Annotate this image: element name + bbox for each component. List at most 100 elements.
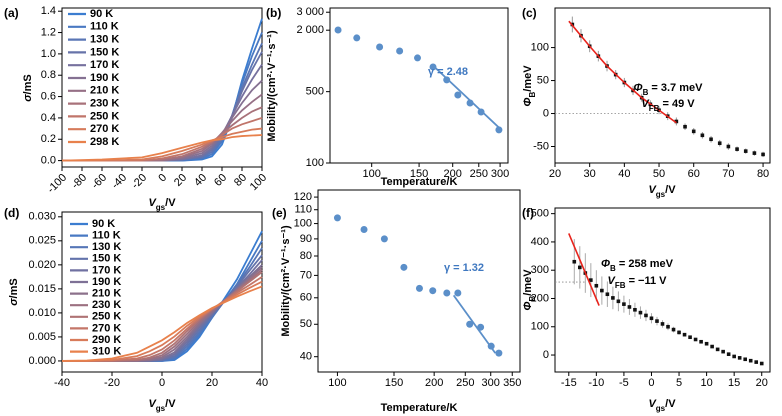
panel-label: (f) [522, 206, 534, 220]
data-point [400, 263, 408, 271]
y-axis-label-rest: /meV [522, 269, 534, 296]
annotation-subscript: FB [649, 104, 660, 113]
x-tick-label: 10 [700, 377, 712, 389]
data-point [743, 149, 748, 153]
legend-label: 190 K [90, 72, 119, 84]
x-tick-label: 0 [648, 377, 654, 389]
y-tick-label: 110 [294, 204, 312, 216]
data-point [709, 137, 713, 142]
data-point [495, 126, 503, 134]
fit-line [432, 64, 501, 130]
data-point [666, 324, 670, 329]
x-axis-label-symbol: V [148, 197, 157, 209]
y-tick-label: -50 [533, 140, 549, 152]
data-point [717, 141, 722, 146]
data-point [454, 91, 462, 99]
data-point [415, 284, 423, 292]
x-tick-label: 5 [676, 377, 682, 389]
data-point [732, 354, 736, 359]
data-point [622, 302, 626, 306]
data-point [699, 339, 703, 344]
data-point [735, 147, 739, 151]
legend-label: 150 K [90, 46, 119, 58]
x-tick-label: 15 [728, 377, 740, 389]
x-tick-label: -40 [54, 377, 70, 389]
y-tick-label: 1.4 [41, 5, 56, 17]
annotation: ΦB = 258 meV [601, 258, 674, 273]
x-tick-label: 80 [232, 172, 249, 189]
data-point [748, 358, 753, 363]
series-line [62, 280, 263, 362]
annotation-symbol: V [641, 98, 650, 110]
y-tick-label: 0 [543, 349, 549, 361]
x-tick-label: 150 [385, 377, 403, 389]
x-tick-label: 70 [722, 168, 734, 180]
data-point [594, 283, 599, 288]
legend-label: 170 K [92, 264, 121, 276]
panel-label: (b) [266, 6, 281, 20]
data-point [495, 349, 503, 357]
plot-frame [554, 207, 771, 373]
x-tick-label: 60 [688, 168, 700, 180]
x-tick-label: -20 [104, 377, 120, 389]
y-tick-label: 40 [300, 351, 312, 363]
data-point [691, 129, 696, 134]
data-point [761, 152, 765, 157]
data-point [429, 287, 437, 295]
data-point [353, 34, 361, 42]
x-tick-label: -10 [588, 377, 604, 389]
data-point [638, 310, 643, 315]
x-axis-label: Vgs/V [148, 197, 176, 212]
data-point [600, 288, 604, 293]
annotation-subscript: FB [615, 281, 626, 290]
y-axis-label: ΦB/meV [522, 269, 537, 311]
data-point [752, 151, 757, 155]
legend-label: 130 K [92, 241, 121, 253]
annotation-subscript: B [610, 264, 616, 273]
x-axis-label-symbol: V [648, 398, 657, 410]
data-point [754, 360, 759, 364]
y-tick-label: 50 [537, 74, 549, 86]
annotation-rest: = 258 meV [616, 258, 674, 270]
x-tick-label: -5 [619, 377, 629, 389]
x-tick-label: 0 [159, 377, 165, 389]
y-tick-label: 3 000 [296, 6, 324, 18]
legend-label: 110 K [90, 21, 119, 33]
plot-frame [317, 189, 521, 373]
y-tick-label: 0.025 [28, 235, 56, 247]
y-tick-label: 500 [531, 208, 549, 220]
data-point [660, 322, 665, 326]
x-axis-label-rest: /V [665, 184, 676, 196]
data-point [333, 214, 341, 222]
annotation-symbol: V [608, 275, 617, 287]
y-axis-label-rest: /mS [22, 74, 34, 94]
data-point [396, 47, 404, 55]
legend-label: 210 K [90, 85, 119, 97]
annotation: VFB = 49 V [641, 98, 695, 113]
legend-label: 90 K [92, 218, 115, 230]
x-tick-label: 40 [256, 377, 268, 389]
y-tick-label: 0.020 [28, 259, 56, 271]
y-axis-label-symbol: Φ [522, 302, 534, 311]
x-axis-label: Temperature/K [381, 402, 458, 414]
y-tick-label: 0.4 [41, 112, 56, 124]
data-point [759, 361, 764, 366]
y-tick-label: 120 [294, 191, 312, 203]
data-point [633, 307, 637, 312]
x-axis-label-symbol: V [648, 184, 657, 196]
y-axis-label: Mobility/(cm²·V⁻¹·s⁻¹) [266, 30, 278, 142]
legend-label: 298 K [90, 136, 119, 148]
y-tick-label: 0.0 [41, 155, 56, 167]
data-point [616, 299, 621, 304]
x-axis-label-rest: /V [165, 197, 176, 209]
x-tick-label: -80 [69, 172, 89, 192]
x-tick-label: 0 [156, 172, 169, 185]
annotation-rest: = −11 V [626, 275, 668, 287]
data-point [376, 43, 384, 51]
data-point [726, 352, 731, 356]
x-tick-label: 40 [192, 172, 209, 189]
y-tick-label: 0.6 [41, 90, 56, 102]
y-tick-label: 400 [531, 236, 549, 248]
